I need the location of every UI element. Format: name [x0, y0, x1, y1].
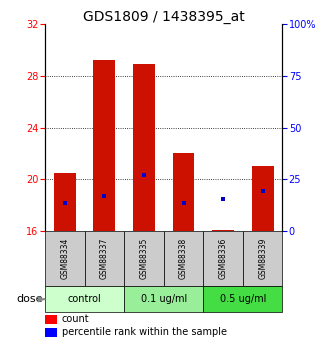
Text: 0.1 ug/ml: 0.1 ug/ml	[141, 294, 187, 304]
Text: count: count	[62, 315, 89, 325]
Text: dose: dose	[16, 294, 43, 304]
Point	[102, 193, 107, 199]
Point	[260, 188, 265, 194]
Text: GSM88339: GSM88339	[258, 238, 267, 279]
Bar	[252, 166, 273, 231]
Text: 0.5 ug/ml: 0.5 ug/ml	[220, 294, 266, 304]
Bar	[84, 231, 124, 286]
Bar	[164, 231, 203, 286]
Bar	[124, 231, 164, 286]
Text: GSM88335: GSM88335	[139, 238, 148, 279]
Text: control: control	[68, 294, 101, 304]
Point	[141, 172, 146, 178]
Bar	[45, 328, 57, 337]
Bar	[243, 231, 282, 286]
Bar	[212, 230, 234, 231]
Bar	[45, 231, 84, 286]
Bar	[203, 286, 282, 312]
Text: percentile rank within the sample: percentile rank within the sample	[62, 327, 227, 337]
Bar	[173, 154, 195, 231]
Bar	[124, 286, 203, 312]
Point	[221, 196, 226, 201]
Bar	[203, 231, 243, 286]
Text: GSM88337: GSM88337	[100, 238, 109, 279]
Bar	[45, 315, 57, 324]
Text: GSM88336: GSM88336	[219, 238, 228, 279]
Point	[62, 200, 67, 205]
Text: GSM88338: GSM88338	[179, 238, 188, 279]
Bar	[133, 64, 155, 231]
Point	[181, 200, 186, 205]
Bar	[93, 60, 115, 231]
Text: GSM88334: GSM88334	[60, 238, 69, 279]
Bar	[54, 173, 76, 231]
Bar	[45, 286, 124, 312]
Title: GDS1809 / 1438395_at: GDS1809 / 1438395_at	[83, 10, 245, 24]
